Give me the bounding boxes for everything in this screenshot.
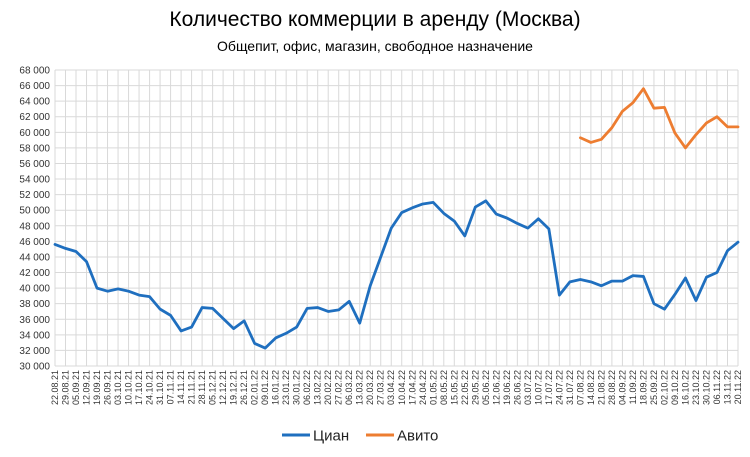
- x-tick-label: 05.12.21: [208, 370, 218, 405]
- y-tick-label: 36 000: [19, 315, 50, 326]
- x-tick-label: 12.06.22: [491, 370, 501, 405]
- gridlines: [54, 69, 739, 367]
- y-tick-label: 48 000: [19, 221, 50, 232]
- x-tick-label: 23.10.22: [691, 370, 701, 405]
- x-axis-ticks: 22.08.21 29.08.21 05.09.21 12.09.21 19.09.21…: [50, 370, 743, 405]
- x-tick-label: 16.10.22: [680, 370, 690, 405]
- x-tick-label: 13.11.22: [722, 370, 732, 404]
- series-lines: [53, 87, 740, 350]
- series-line-0: [53, 199, 740, 350]
- x-tick-label: 06.02.22: [302, 370, 312, 405]
- x-tick-label: 18.09.22: [638, 370, 648, 405]
- x-tick-label: 27.03.22: [376, 370, 386, 405]
- x-tick-label: 07.11.21: [166, 370, 176, 404]
- y-tick-label: 54 000: [19, 175, 50, 186]
- y-tick-label: 68 000: [19, 66, 50, 77]
- x-tick-label: 29.08.21: [61, 370, 71, 405]
- y-axis-ticks: 30 000 32 000 34 000 36 000 38 000 40 000 42 0…: [19, 66, 50, 373]
- x-tick-label: 14.08.22: [586, 370, 596, 405]
- x-tick-label: 26.06.22: [512, 370, 522, 405]
- x-tick-label: 15.05.22: [449, 370, 459, 405]
- y-tick-label: 52 000: [19, 190, 50, 201]
- x-tick-label: 09.01.22: [260, 370, 270, 405]
- x-tick-label: 06.11.22: [712, 370, 722, 404]
- x-tick-label: 10.10.21: [124, 370, 134, 405]
- x-tick-label: 26.12.21: [239, 370, 249, 405]
- x-tick-label: 10.07.22: [533, 370, 543, 405]
- x-tick-label: 21.08.22: [596, 370, 606, 405]
- y-tick-label: 46 000: [19, 237, 50, 248]
- x-tick-label: 16.01.22: [271, 370, 281, 405]
- x-tick-label: 30.01.22: [292, 370, 302, 405]
- x-tick-label: 30.10.22: [701, 370, 711, 405]
- x-tick-label: 05.06.22: [481, 370, 491, 405]
- y-tick-label: 56 000: [19, 159, 50, 170]
- x-tick-label: 24.10.21: [145, 370, 155, 405]
- y-tick-label: 50 000: [19, 206, 50, 217]
- x-tick-label: 17.07.22: [544, 370, 554, 405]
- y-tick-label: 60 000: [19, 128, 50, 139]
- x-tick-label: 19.09.21: [92, 370, 102, 405]
- x-tick-label: 12.12.21: [218, 370, 228, 405]
- x-tick-label: 13.02.22: [313, 370, 323, 405]
- y-tick-label: 40 000: [19, 284, 50, 295]
- x-tick-label: 20.03.22: [365, 370, 375, 405]
- x-tick-label: 23.01.22: [281, 370, 291, 405]
- x-tick-label: 17.04.22: [407, 370, 417, 405]
- x-tick-label: 24.04.22: [418, 370, 428, 405]
- legend-label-0: Циан: [313, 428, 349, 445]
- x-tick-label: 08.05.22: [439, 370, 449, 405]
- x-tick-label: 10.04.22: [397, 370, 407, 405]
- y-tick-label: 62 000: [19, 112, 50, 123]
- x-tick-label: 14.11.21: [176, 370, 186, 404]
- x-tick-label: 03.10.21: [113, 370, 123, 405]
- y-tick-label: 44 000: [19, 252, 50, 263]
- x-tick-label: 25.09.22: [649, 370, 659, 405]
- x-tick-label: 09.10.22: [670, 370, 680, 405]
- x-tick-label: 22.08.21: [50, 370, 60, 405]
- x-tick-label: 28.11.21: [197, 370, 207, 404]
- x-tick-label: 03.07.22: [523, 370, 533, 405]
- x-tick-label: 27.02.22: [334, 370, 344, 405]
- x-tick-label: 01.05.22: [428, 370, 438, 405]
- x-tick-label: 06.03.22: [344, 370, 354, 405]
- x-tick-label: 29.05.22: [470, 370, 480, 405]
- legend-label-1: Авито: [397, 428, 438, 445]
- x-tick-label: 13.03.22: [355, 370, 365, 405]
- x-tick-label: 12.09.21: [82, 370, 92, 405]
- y-tick-label: 38 000: [19, 299, 50, 310]
- x-tick-label: 22.05.22: [460, 370, 470, 405]
- x-tick-label: 19.12.21: [229, 370, 239, 405]
- y-tick-label: 66 000: [19, 81, 50, 92]
- x-tick-label: 20.02.22: [323, 370, 333, 405]
- x-tick-label: 31.10.21: [155, 370, 165, 405]
- y-tick-label: 30 000: [19, 362, 50, 373]
- y-tick-label: 32 000: [19, 346, 50, 357]
- x-tick-label: 19.06.22: [502, 370, 512, 405]
- y-tick-label: 34 000: [19, 330, 50, 341]
- y-tick-label: 58 000: [19, 143, 50, 154]
- series-line-1: [578, 87, 740, 150]
- x-tick-label: 31.07.22: [565, 370, 575, 405]
- x-tick-label: 20.11.22: [733, 370, 743, 404]
- legend: Циан Авито: [282, 428, 438, 445]
- x-tick-label: 03.04.22: [386, 370, 396, 405]
- x-tick-label: 04.09.22: [617, 370, 627, 405]
- x-tick-label: 11.09.22: [628, 370, 638, 404]
- x-tick-label: 17.10.21: [134, 370, 144, 405]
- x-tick-label: 21.11.21: [187, 370, 197, 404]
- chart-subtitle: Общепит, офис, магазин, свободное назнач…: [217, 38, 533, 54]
- chart-title: Количество коммерции в аренду (Москва): [169, 8, 581, 31]
- x-tick-label: 02.10.22: [659, 370, 669, 405]
- x-tick-label: 05.09.21: [71, 370, 81, 405]
- x-tick-label: 24.07.22: [554, 370, 564, 405]
- x-tick-label: 02.01.22: [250, 370, 260, 405]
- y-tick-label: 42 000: [19, 268, 50, 279]
- x-tick-label: 07.08.22: [575, 370, 585, 405]
- x-tick-label: 26.09.21: [103, 370, 113, 405]
- y-tick-label: 64 000: [19, 97, 50, 108]
- x-tick-label: 28.08.22: [607, 370, 617, 405]
